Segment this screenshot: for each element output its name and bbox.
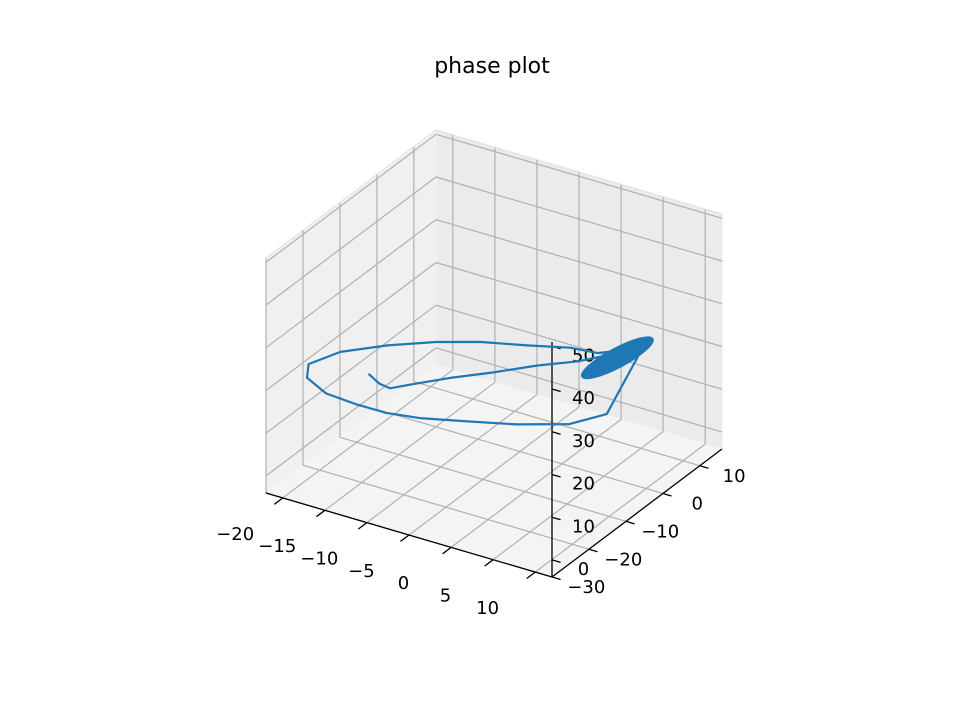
x-gridline-floor xyxy=(450,418,622,548)
z-tick-label: 20 xyxy=(572,474,595,495)
z-gridline-back xyxy=(435,133,723,219)
x-gridline-floor xyxy=(492,431,664,561)
attractor-blob xyxy=(580,336,654,380)
y-tick-label: −30 xyxy=(567,577,605,598)
z-tick-label: 30 xyxy=(572,431,595,452)
trajectory-line xyxy=(305,340,643,426)
y-tick xyxy=(662,492,672,497)
y-gridline-floor xyxy=(302,464,590,550)
z-tick-label: 0 xyxy=(578,559,589,580)
pane-edge xyxy=(265,129,437,259)
x-tick-label: 5 xyxy=(440,586,451,607)
x-tick xyxy=(400,534,410,542)
x-tick-label: −5 xyxy=(348,561,375,582)
y-tick xyxy=(699,465,709,469)
x-gridline-floor xyxy=(324,381,496,511)
chart-title: phase plot xyxy=(434,54,550,79)
z-gridline-left xyxy=(265,262,437,391)
z-gridline-back xyxy=(435,261,723,348)
z-gridline-back xyxy=(435,347,723,433)
z-gridline-left xyxy=(265,347,437,477)
pane-edge xyxy=(435,129,723,215)
x-gridline-floor xyxy=(408,406,580,536)
z-tick xyxy=(551,473,561,478)
z-gridline-back xyxy=(435,304,723,390)
y-gridline-floor xyxy=(339,436,627,522)
x-tick xyxy=(526,571,536,580)
y-axis-line xyxy=(551,448,723,578)
x-tick-label: −20 xyxy=(216,524,254,545)
y-tick-label: −10 xyxy=(641,521,679,542)
x-tick xyxy=(484,559,494,567)
y-tick xyxy=(625,520,635,525)
z-gridline-back xyxy=(435,219,723,305)
z-gridline-left xyxy=(265,133,437,263)
z-gridline-left xyxy=(265,304,437,434)
tick-marks xyxy=(273,345,709,581)
x-tick xyxy=(358,522,368,530)
grid-lines xyxy=(265,133,723,578)
y-tick xyxy=(551,576,561,581)
z-gridline-back xyxy=(435,176,723,262)
z-tick xyxy=(551,559,561,564)
z-tick-label: 40 xyxy=(572,388,595,409)
z-gridline-left xyxy=(265,176,437,306)
z-tick xyxy=(551,431,561,435)
y-tick-label: −20 xyxy=(604,549,642,570)
y-tick-label: 10 xyxy=(723,466,746,487)
x-gridline-floor xyxy=(534,443,706,573)
z-gridline-left xyxy=(265,219,437,349)
x-tick xyxy=(316,509,326,518)
x-tick xyxy=(442,546,452,555)
x-gridline-floor xyxy=(282,369,454,499)
z-tick xyxy=(551,388,561,393)
x-tick-label: 0 xyxy=(398,573,409,594)
x-tick-label: −15 xyxy=(258,536,296,557)
y-gridline-floor xyxy=(376,408,664,495)
x-tick-label: 10 xyxy=(476,598,499,619)
z-tick-label: 10 xyxy=(572,516,595,537)
x-tick-label: −10 xyxy=(300,549,338,570)
z-tick xyxy=(551,516,561,521)
series-layer xyxy=(305,336,654,426)
x-tick xyxy=(273,497,284,505)
y-tick xyxy=(588,548,598,553)
y-tick-label: 0 xyxy=(691,494,702,515)
x-gridline-floor xyxy=(366,394,538,524)
